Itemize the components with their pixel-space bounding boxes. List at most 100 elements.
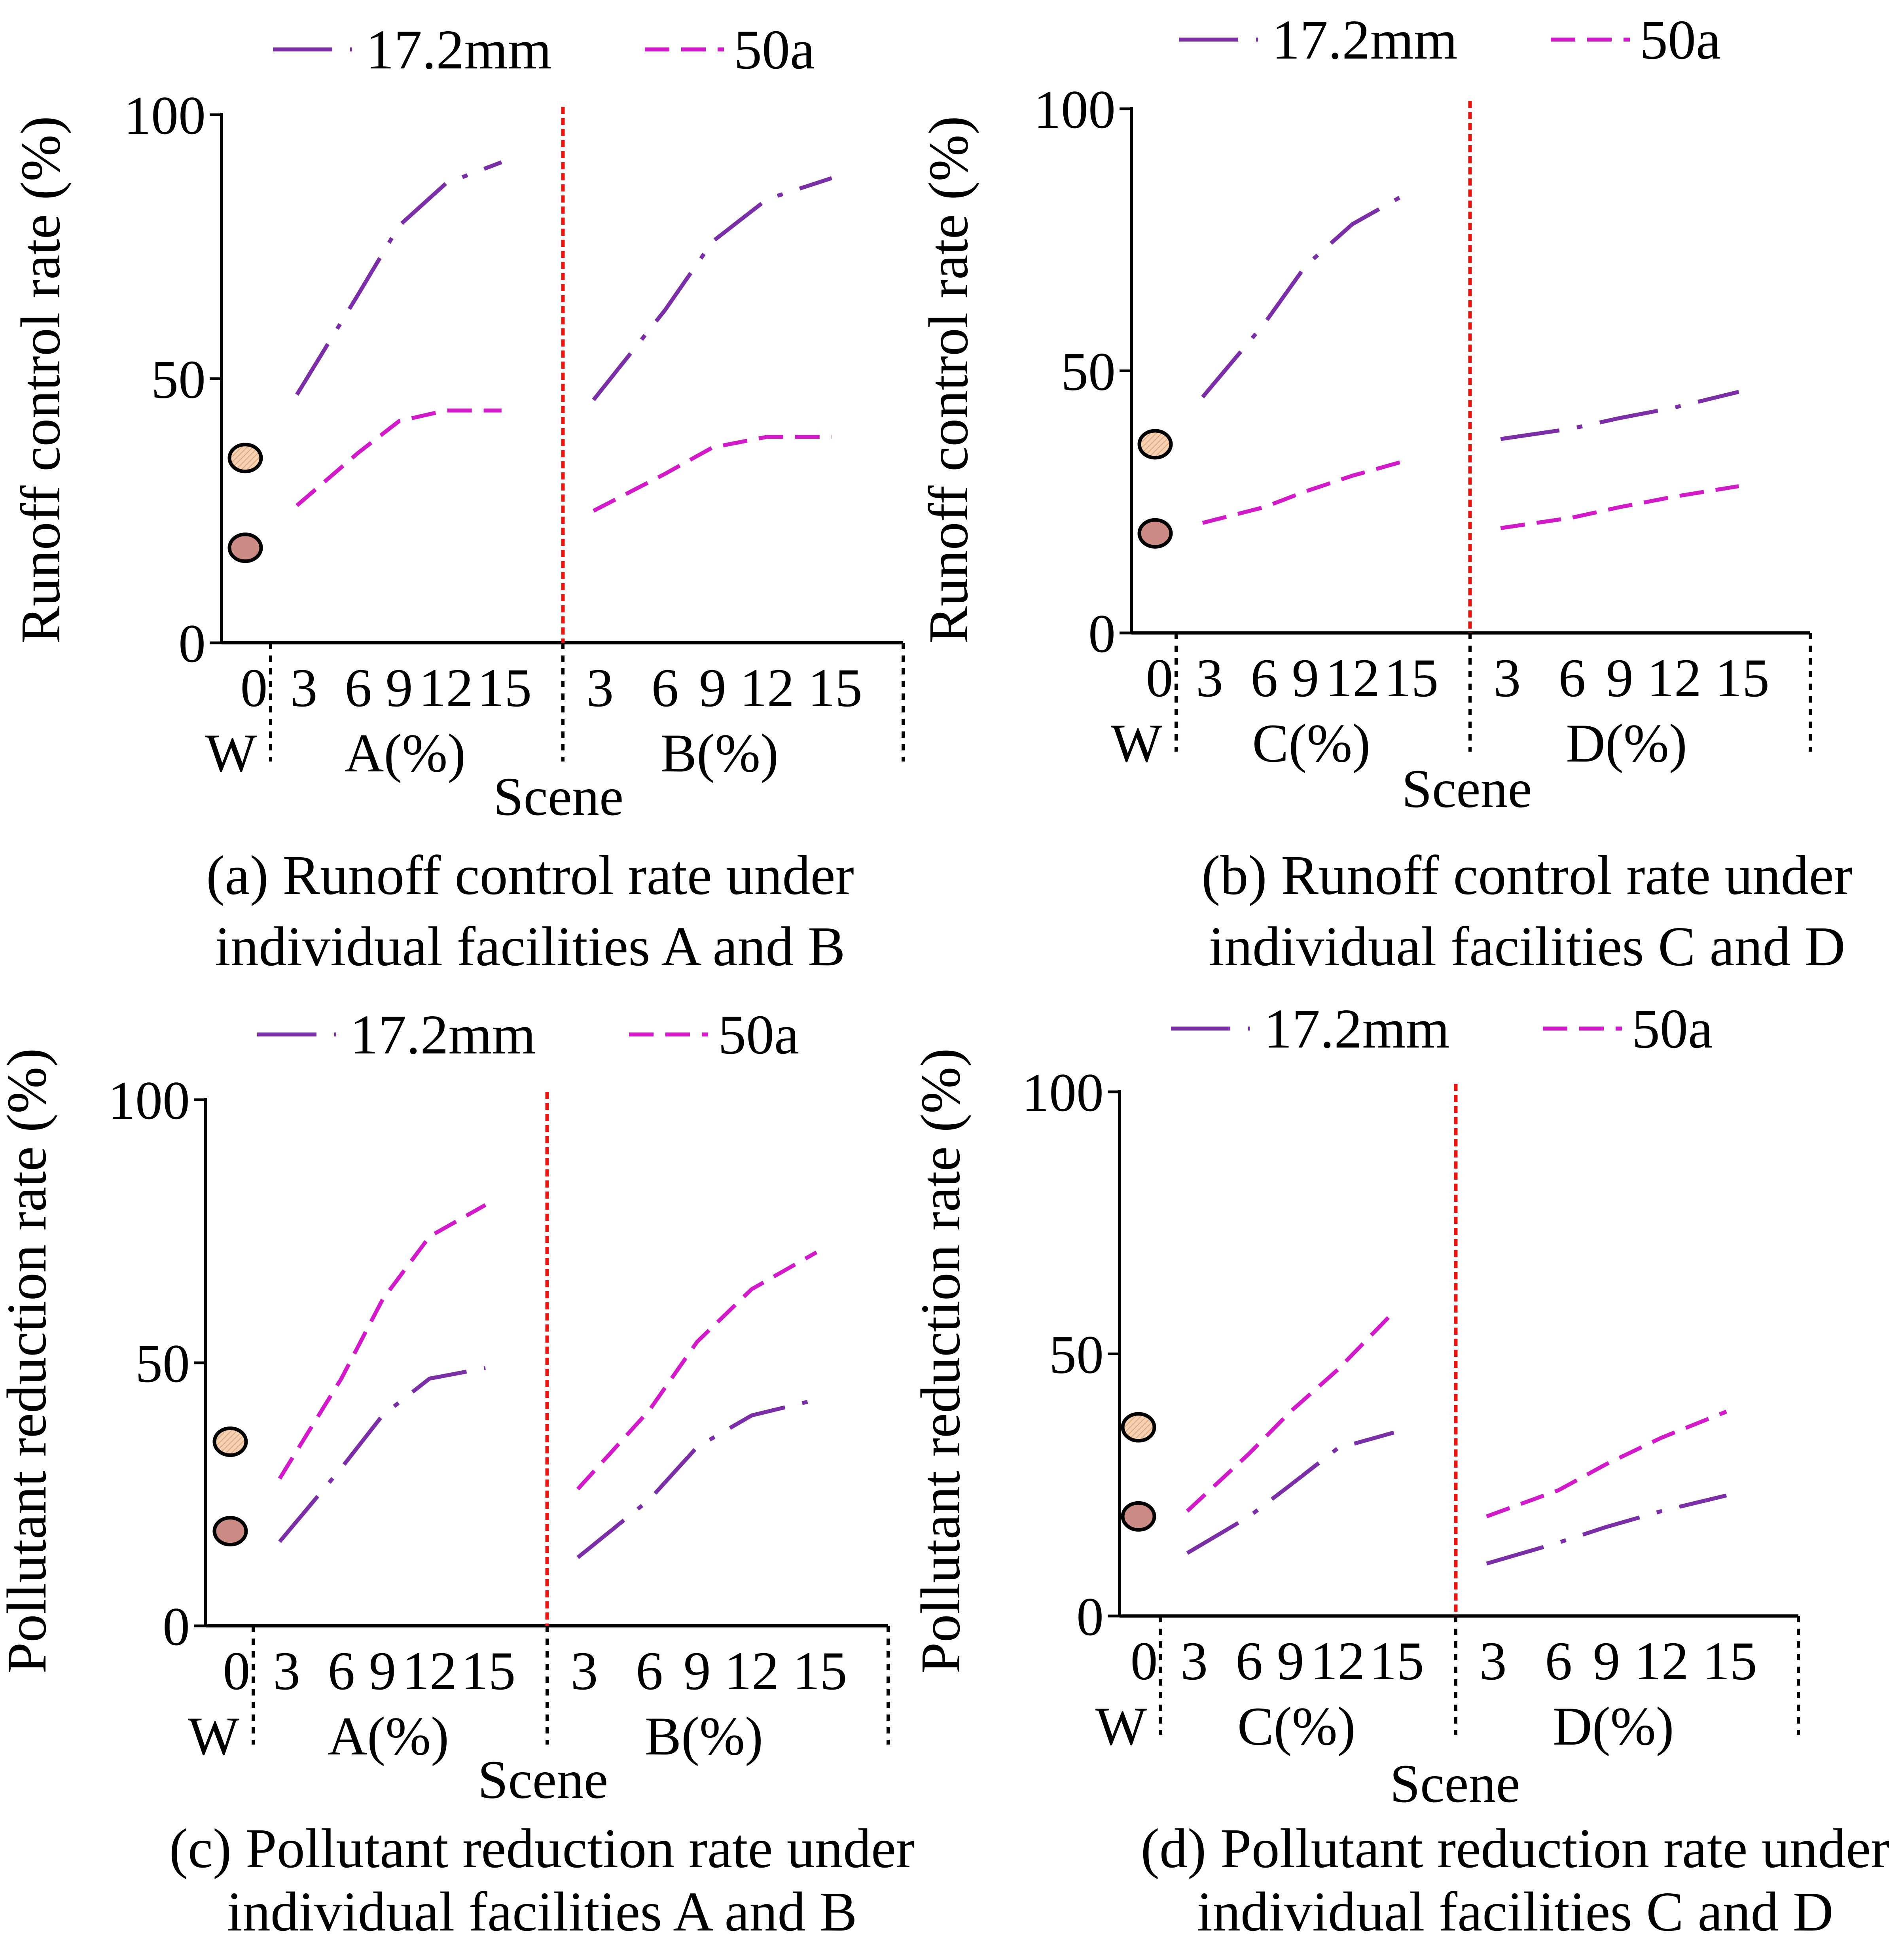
x-tick-label: 9 <box>386 657 413 718</box>
x-tick-label: 9 <box>1292 648 1319 708</box>
baseline-tick-label: 0 <box>1146 648 1173 708</box>
caption-line-1: (c) Pollutant reduction rate under <box>169 1817 915 1879</box>
series-line-50a <box>593 435 832 513</box>
group-label: B(%) <box>645 1706 763 1766</box>
x-axis-label: Scene <box>1390 1753 1520 1814</box>
caption-line-2: individual facilities A and B <box>215 915 845 978</box>
x-tick-label: 3 <box>1180 1631 1208 1691</box>
series-line-17mm <box>278 1366 486 1543</box>
x-tick-label: 12 <box>724 1641 779 1701</box>
series-line-17mm <box>1486 1493 1727 1566</box>
y-axis-label: Pollutant reduction rate (%) <box>0 1048 58 1673</box>
x-tick-label: 12 <box>1634 1631 1689 1691</box>
y-tick-label: 100 <box>1034 79 1116 140</box>
group-label: B(%) <box>660 723 779 783</box>
group-label: C(%) <box>1252 713 1370 773</box>
series-line-17mm <box>1186 1430 1394 1555</box>
baseline-label: W <box>205 723 257 783</box>
baseline-point-hatched <box>1121 1412 1156 1443</box>
legend-label-50a: 50a <box>1640 8 1721 71</box>
legend-label-17mm: 17.2mm <box>1264 997 1449 1060</box>
x-tick-label: 15 <box>461 1641 515 1701</box>
legend-label-17mm: 17.2mm <box>350 1003 536 1066</box>
x-tick-label: 15 <box>808 657 862 718</box>
y-tick-label: 100 <box>108 1070 190 1131</box>
x-tick-label: 9 <box>1277 1631 1304 1691</box>
y-axis-label: Runoff control rate (%) <box>917 116 979 644</box>
x-tick-label: 12 <box>402 1641 457 1701</box>
y-tick-label: 0 <box>163 1596 190 1657</box>
series-line-50a <box>278 1203 487 1480</box>
legend-label-50a: 50a <box>1632 997 1713 1060</box>
baseline-point-solid <box>1121 1501 1156 1532</box>
baseline-label: W <box>1095 1696 1147 1756</box>
legend-label-50a: 50a <box>718 1003 799 1066</box>
y-tick-label: 0 <box>1088 603 1116 664</box>
y-tick-label: 50 <box>1061 341 1116 402</box>
legend-label-17mm: 17.2mm <box>1272 8 1457 71</box>
y-tick-label: 50 <box>135 1333 190 1394</box>
y-tick-label: 0 <box>1076 1586 1104 1647</box>
x-tick-label: 3 <box>290 657 318 718</box>
series-line-17mm <box>1201 191 1410 399</box>
group-label: A(%) <box>328 1706 449 1766</box>
x-tick-label: 9 <box>684 1641 711 1701</box>
baseline-tick-label: 0 <box>241 657 268 718</box>
y-axis-label: Runoff control rate (%) <box>9 116 72 644</box>
x-tick-label: 3 <box>586 657 614 718</box>
x-tick-label: 6 <box>328 1641 355 1701</box>
y-tick-label: 100 <box>1022 1062 1104 1123</box>
x-tick-label: 6 <box>345 657 372 718</box>
baseline-point-solid <box>227 532 263 563</box>
y-axis-label: Pollutant reduction rate (%) <box>909 1048 972 1673</box>
x-tick-label: 6 <box>1235 1631 1263 1691</box>
y-tick-label: 0 <box>178 613 206 674</box>
x-tick-label: 15 <box>1715 648 1769 708</box>
x-tick-label: 15 <box>477 657 532 718</box>
x-tick-label: 15 <box>1703 1631 1757 1691</box>
x-tick-label: 3 <box>570 1641 598 1701</box>
x-tick-label: 3 <box>1480 1631 1507 1691</box>
x-tick-label: 9 <box>1593 1631 1620 1691</box>
x-tick-label: 6 <box>636 1641 663 1701</box>
legend-label-17mm: 17.2mm <box>366 18 551 81</box>
series-line-17mm <box>295 160 502 396</box>
series-line-50a <box>1202 458 1409 525</box>
x-tick-label: 9 <box>369 1641 396 1701</box>
baseline-tick-label: 0 <box>1131 1631 1158 1691</box>
x-tick-label: 9 <box>1606 648 1633 708</box>
x-tick-label: 6 <box>1545 1631 1572 1691</box>
legend-label-50a: 50a <box>734 18 815 81</box>
x-tick-label: 15 <box>1384 648 1438 708</box>
x-axis-label: Scene <box>1402 758 1532 819</box>
baseline-label: W <box>188 1706 239 1766</box>
series-line-50a <box>1186 1311 1395 1513</box>
x-tick-label: 6 <box>1559 648 1586 708</box>
x-tick-label: 6 <box>1250 648 1278 708</box>
x-axis-label: Scene <box>493 766 624 827</box>
group-label: C(%) <box>1237 1696 1356 1756</box>
baseline-point-solid <box>1137 518 1173 549</box>
x-tick-label: 15 <box>793 1641 847 1701</box>
series-line-50a <box>1500 484 1739 530</box>
baseline-tick-label: 0 <box>223 1641 250 1701</box>
group-label: D(%) <box>1566 713 1687 773</box>
x-tick-label: 3 <box>1493 648 1521 708</box>
series-line-50a <box>1486 1409 1727 1518</box>
baseline-point-hatched <box>1137 429 1173 460</box>
x-tick-label: 12 <box>740 657 794 718</box>
x-tick-label: 3 <box>1196 648 1223 708</box>
group-label: D(%) <box>1553 1696 1674 1756</box>
series-line-17mm <box>576 1398 817 1559</box>
caption-line-1: (a) Runoff control rate under <box>206 844 854 906</box>
x-tick-label: 3 <box>273 1641 300 1701</box>
caption-line-2: individual facilities C and D <box>1197 1880 1833 1938</box>
x-tick-label: 9 <box>699 657 726 718</box>
x-tick-label: 6 <box>652 657 679 718</box>
x-tick-label: 12 <box>1647 648 1701 708</box>
series-line-50a <box>576 1250 818 1491</box>
